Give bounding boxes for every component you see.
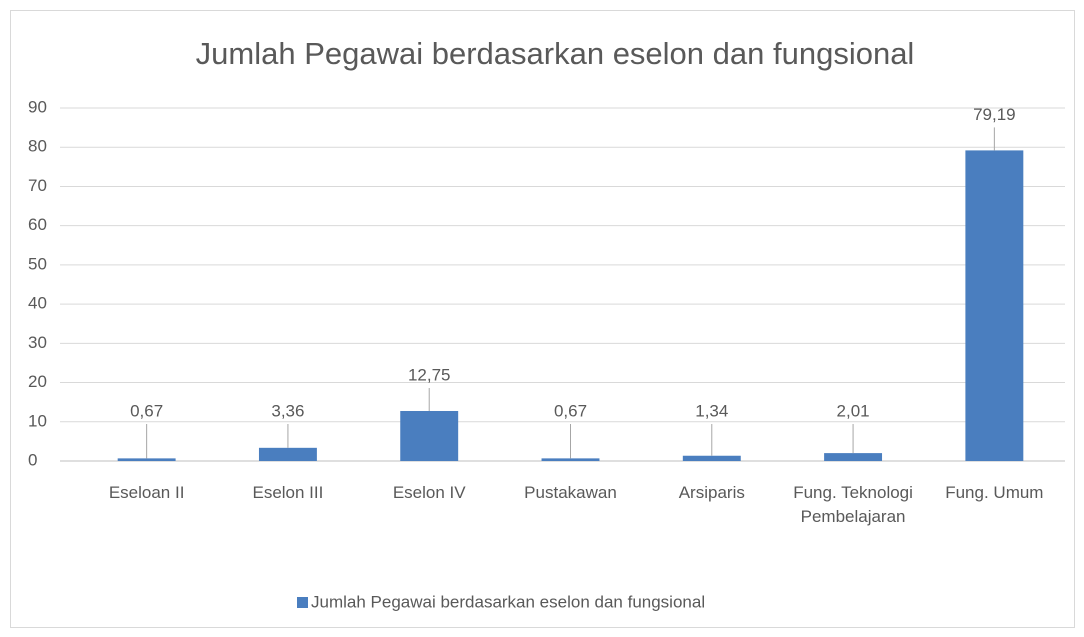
y-tick-label: 70 xyxy=(28,176,47,195)
chart-border xyxy=(10,10,1075,628)
x-tick-label: Pustakawan xyxy=(524,483,617,502)
y-tick-label: 30 xyxy=(28,333,47,352)
x-tick-label: Arsiparis xyxy=(678,483,745,502)
data-label: 1,34 xyxy=(695,401,728,420)
x-tick-label: Eselon III xyxy=(252,483,324,502)
y-tick-label: 40 xyxy=(28,294,47,313)
data-label: 2,01 xyxy=(837,401,870,420)
x-tick-label-box: Eseloan II xyxy=(108,483,185,502)
x-tick-label-box: Fung. Umum xyxy=(945,483,1044,502)
x-tick-label-box: Pustakawan xyxy=(524,483,617,502)
y-tick-label: 50 xyxy=(28,254,47,273)
x-tick-label: Eseloan II xyxy=(108,483,185,502)
legend-swatch xyxy=(297,597,308,608)
bar xyxy=(400,410,459,461)
data-label: 12,75 xyxy=(408,365,451,384)
data-label: 0,67 xyxy=(554,401,587,420)
chart-title: Jumlah Pegawai berdasarkan eselon dan fu… xyxy=(196,36,915,71)
bar xyxy=(117,458,176,461)
y-tick-label: 60 xyxy=(28,215,47,234)
y-tick-label: 80 xyxy=(28,137,47,156)
y-tick-label: 0 xyxy=(28,450,37,469)
bar xyxy=(824,453,883,461)
bar xyxy=(258,447,317,461)
x-tick-label-box: Eselon III xyxy=(252,483,324,502)
y-tick-label: 90 xyxy=(28,97,47,116)
y-tick-label: 20 xyxy=(28,372,47,391)
x-tick-label: Eselon IV xyxy=(392,483,466,502)
data-label: 3,36 xyxy=(271,401,304,420)
data-label: 79,19 xyxy=(973,105,1016,124)
legend-label: Jumlah Pegawai berdasarkan eselon dan fu… xyxy=(311,592,705,611)
x-tick-label-box: Eselon IV xyxy=(392,483,466,502)
x-tick-label-box: Fung. Teknologi Pembelajaran xyxy=(793,483,913,526)
x-tick-label: Fung. Umum xyxy=(945,483,1044,502)
data-label: 0,67 xyxy=(130,401,163,420)
bar xyxy=(965,150,1024,461)
x-tick-label: Fung. Teknologi Pembelajaran xyxy=(793,483,913,526)
bar xyxy=(682,455,741,461)
y-tick-label: 10 xyxy=(28,411,47,430)
bar xyxy=(541,458,600,461)
x-tick-label-box: Arsiparis xyxy=(678,483,745,502)
